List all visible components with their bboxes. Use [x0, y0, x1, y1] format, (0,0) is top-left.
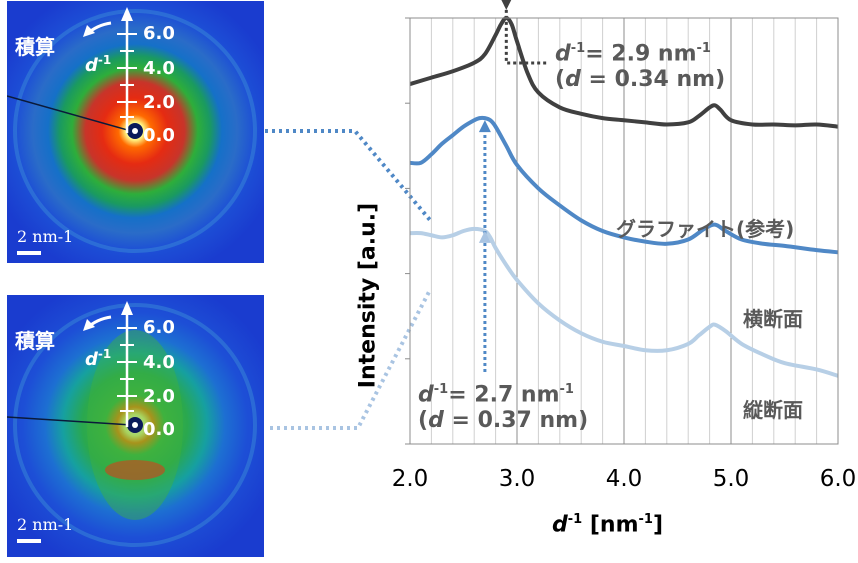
diffraction-image-panel-2: 積算 6.0 4.0 2.0 0.0 d-1 2 nm-1 [7, 295, 264, 557]
x-axis-label: d-1 [nm-1] [552, 512, 664, 538]
connector-line-cross-section [265, 129, 432, 222]
tick-label: 6.0 [143, 317, 175, 338]
arrow-head [501, 0, 512, 10]
x-tick-label: 2.0 [392, 466, 429, 492]
peak-annotation-graphite: d-1= 2.9 nm-1 (d = 0.34 nm) [555, 41, 726, 93]
plot-area [409, 17, 839, 445]
d-inverse-label: d-1 [85, 53, 112, 76]
integration-label: 積算 [15, 35, 55, 59]
peak-annotation-sample: d-1= 2.7 nm-1 (d = 0.37 nm) [418, 382, 589, 434]
scale-bar [17, 539, 41, 543]
x-tick-label: 3.0 [499, 466, 536, 492]
series-line [409, 226, 839, 378]
d-inverse-label: d-1 [85, 347, 112, 370]
tick-label: 4.0 [143, 352, 175, 373]
tick-label: 4.0 [143, 58, 175, 79]
scale-bar-label: 2 nm-1 [17, 515, 74, 534]
tick-label: 2.0 [143, 386, 175, 407]
diffraction-pattern-image [7, 1, 264, 263]
arrow-head [478, 230, 491, 243]
diffraction-pattern-image [7, 295, 264, 557]
series-label-transverse: 横断面 [743, 307, 803, 331]
diffraction-image-panel-1: 積算 6.0 4.0 2.0 0.0 d-1 2 nm-1 [7, 1, 264, 263]
integration-label: 積算 [15, 329, 55, 353]
x-tick-label: 6.0 [820, 466, 857, 492]
tick-label: 0.0 [143, 125, 175, 146]
series-line [409, 16, 839, 129]
series-label-graphite: グラファイト(参考) [616, 217, 795, 241]
arrow-head [478, 120, 491, 133]
peak-arrow-graphite [504, 0, 548, 65]
scale-bar [17, 251, 41, 255]
x-tick-label: 4.0 [606, 466, 643, 492]
x-tick-label: 5.0 [713, 466, 750, 492]
series-label-longitudinal: 縦断面 [743, 398, 803, 422]
series-line [409, 115, 839, 255]
tick-label: 2.0 [143, 92, 175, 113]
connector-line-longitudinal [270, 289, 432, 430]
scale-bar-label: 2 nm-1 [17, 227, 74, 246]
tick-label: 0.0 [143, 419, 175, 440]
tick-label: 6.0 [143, 23, 175, 44]
y-axis-label: Intensity [a.u.] [355, 202, 381, 389]
